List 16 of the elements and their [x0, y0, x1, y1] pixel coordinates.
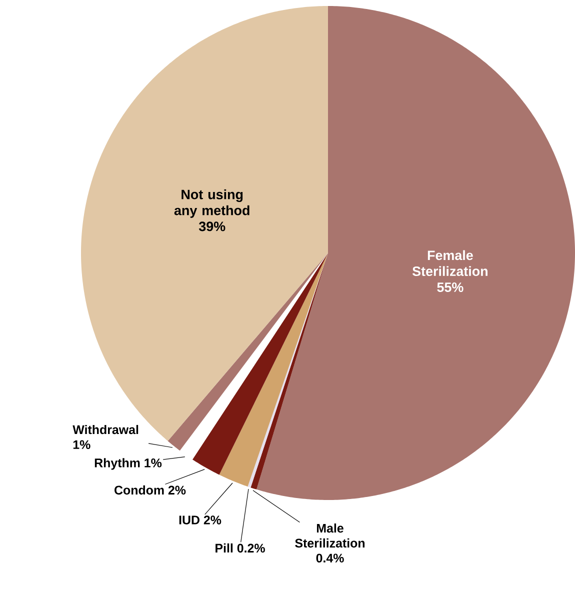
data-label: 2%	[204, 516, 222, 524]
slice-label: Rhythm	[94, 458, 140, 470]
slice-label: Female Sterilization	[412, 250, 488, 276]
data-label: 1%	[144, 458, 162, 468]
data-label: 55%	[437, 282, 464, 292]
slice-label: Pill	[216, 543, 233, 552]
data-label: 1%	[73, 440, 90, 450]
slice-label: Withdrawal	[72, 424, 138, 434]
slice-label: IUD	[179, 516, 200, 524]
data-label: 2%	[168, 486, 186, 495]
data-label: 39%	[198, 222, 226, 232]
slice-label: Condom	[114, 485, 164, 495]
slice-label: Not using any method	[174, 189, 250, 218]
data-label: 0.4%	[316, 554, 344, 563]
data-label: 0.2%	[237, 544, 265, 553]
slice-label: Male Sterilization	[295, 523, 365, 548]
